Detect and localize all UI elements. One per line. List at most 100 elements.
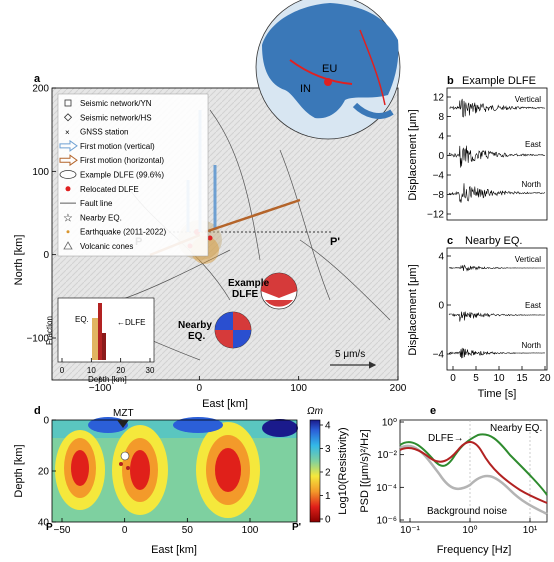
- legend-entry: Nearby EQ.: [80, 213, 122, 222]
- inset-dlfe-hist-2: [102, 333, 106, 360]
- xtick-label: 10⁰: [462, 525, 477, 536]
- xtick-label: 200: [390, 383, 407, 394]
- beachball-nearby-eq: [214, 311, 252, 349]
- ytick-label: −4: [433, 350, 445, 361]
- mzt-marker: [117, 420, 129, 428]
- colorbar-tick-label: 4: [325, 421, 331, 432]
- example-dlfe-label: Example DLFE: [228, 278, 270, 300]
- panel-b-title: Example DLFE: [462, 75, 536, 87]
- panel-b-ylabel: Displacement [μm]: [407, 109, 419, 200]
- xtick-label: 0: [122, 525, 128, 536]
- panel-e-ylabel: PSD [(μm/s)²/Hz]: [359, 429, 371, 512]
- trace-label: East: [525, 140, 542, 149]
- panel-e-yticks: 10⁰ 10⁻² 10⁻⁴ 10⁻⁶: [376, 418, 404, 527]
- panel-a-ylabel: North [km]: [13, 235, 25, 286]
- panel-d-xlabel: East [km]: [151, 544, 197, 556]
- panel-c-trace-labels: Vertical East North: [515, 255, 542, 350]
- colorbar-tick-label: 1: [325, 491, 331, 502]
- legend-symbol: [65, 186, 71, 192]
- panel-c-xlabel: Time [s]: [478, 388, 517, 400]
- trace-label: Vertical: [515, 255, 541, 264]
- inset-eq-label: EQ.: [75, 315, 89, 324]
- globe: EU IN: [255, 0, 401, 140]
- legend-entry: Seismic network/YN: [80, 99, 152, 108]
- waveform-trace: [448, 347, 546, 359]
- xtick-label: 30: [146, 366, 155, 375]
- nearby-eq-label: Nearby EQ.: [178, 320, 212, 342]
- xtick-label: 15: [516, 373, 528, 384]
- legend-entry: First motion (horizontal): [80, 156, 164, 165]
- panel-b-trace-labels: Vertical East North: [515, 95, 542, 189]
- colorbar: [309, 419, 321, 523]
- legend-entry: GNSS station: [80, 128, 128, 137]
- xtick-label: 20: [116, 366, 125, 375]
- ytick-label: 200: [32, 84, 49, 95]
- colorbar-unit: Ωm: [307, 406, 323, 417]
- colorbar-label: Log10(Resistivity): [337, 427, 349, 514]
- legend-box: [57, 93, 209, 257]
- panel-d-yticks: 0 20 40: [38, 416, 56, 529]
- xtick-label: 5: [473, 373, 479, 384]
- ytick-label: 10⁻⁶: [376, 516, 397, 527]
- psd-noise-line: [399, 444, 548, 516]
- mzt-label: MZT: [113, 408, 134, 419]
- waveform-trace: [448, 264, 545, 272]
- inset-dlfe-label: ←DLFE: [117, 318, 145, 327]
- panel-e-xticks: 10⁻¹ 10⁰ 10¹: [400, 518, 538, 536]
- panel-d-xticks: −50 0 50 100: [54, 518, 259, 536]
- panel-c-ylabel: Displacement [μm]: [407, 264, 419, 355]
- psd-eq-label: Nearby EQ.: [490, 423, 542, 434]
- scale-label: 5 μm/s: [335, 349, 365, 360]
- ytick-label: −12: [427, 210, 444, 221]
- colorbar-tick-label: 3: [325, 444, 331, 455]
- panel-c-yticks: 4 0 −4: [433, 252, 451, 361]
- inset-xlabel: Depth [km]: [88, 375, 127, 384]
- legend-entry: Relocated DLFE: [80, 185, 139, 194]
- ytick-label: −100: [26, 334, 49, 345]
- legend-symbol: ☆: [63, 212, 73, 224]
- panel-a-xticks: −100 0 100 200: [89, 376, 407, 394]
- xtick-label: 50: [182, 525, 194, 536]
- panel-c-letter: c: [447, 235, 453, 247]
- xtick-label: 10: [87, 366, 96, 375]
- globe-eu-label: EU: [322, 63, 337, 75]
- colorbar-tick-label: 0: [325, 515, 331, 526]
- trace-label: Vertical: [515, 95, 541, 104]
- legend-entry: Earthquake (2011-2022): [80, 228, 166, 237]
- ytick-label: −4: [433, 171, 445, 182]
- ytick-label: 4: [438, 252, 444, 263]
- xtick-label: 100: [242, 525, 259, 536]
- colorbar-tick-label: 2: [325, 468, 331, 479]
- ytick-label: 8: [438, 112, 444, 123]
- legend-symbol: [59, 170, 77, 179]
- ytick-label: −8: [433, 190, 445, 201]
- xtick-label: 10¹: [523, 525, 538, 536]
- trace-label: North: [521, 341, 541, 350]
- panel-c-traces: [448, 264, 546, 359]
- ytick-label: 0: [438, 151, 444, 162]
- panel-a-yticks: 200 100 0 −100: [26, 84, 56, 345]
- ytick-label: 4: [438, 132, 444, 143]
- legend-symbol: [59, 154, 78, 167]
- xtick-label: 0: [450, 373, 456, 384]
- inset-dlfe-hist: [98, 303, 102, 360]
- panel-d-letter: d: [34, 405, 41, 417]
- ytick-label: 20: [38, 467, 50, 478]
- legend-symbols: ×☆: [59, 99, 78, 250]
- legend-symbol: [59, 139, 78, 152]
- legend-entry: Seismic network/HS: [80, 113, 152, 122]
- globe-in-label: IN: [300, 83, 311, 95]
- waveform-trace: [448, 183, 546, 203]
- legend-symbol: [63, 241, 73, 250]
- waveform-trace: [448, 145, 545, 168]
- panel-b-traces: [448, 98, 546, 203]
- ytick-label: 10⁻²: [377, 450, 397, 461]
- waveform-trace: [448, 311, 546, 322]
- ytick-label: 0: [43, 250, 49, 261]
- legend-entry: Example DLFE (99.6%): [80, 171, 164, 180]
- xtick-label: 10: [493, 373, 505, 384]
- trace-label: East: [525, 301, 542, 310]
- panel-d-p-label: P: [46, 522, 53, 533]
- colorbar-ticks: 4 3 2 1 0: [320, 421, 331, 526]
